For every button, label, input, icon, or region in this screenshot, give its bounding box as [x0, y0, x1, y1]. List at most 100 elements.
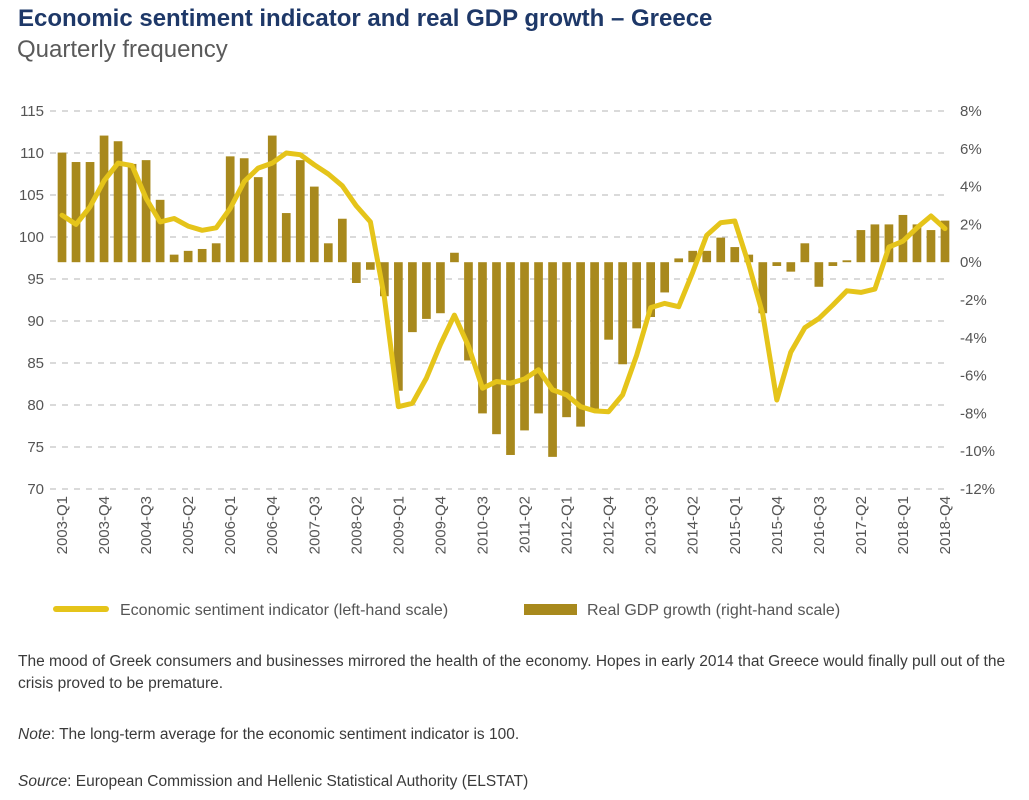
- y-right-tick-label: 0%: [960, 254, 982, 271]
- gdp-bar: [814, 262, 824, 287]
- gdp-bar: [786, 262, 796, 272]
- gdp-bar: [534, 262, 543, 414]
- gdp-bar: [197, 248, 207, 263]
- y-right-tick-label: -4%: [960, 330, 987, 347]
- sentiment-line: [59, 150, 948, 415]
- x-tick-label: 2014-Q2: [685, 496, 702, 554]
- source: Source: European Commission and Hellenic…: [18, 771, 1008, 793]
- x-tick-label: 2005-Q2: [180, 496, 197, 554]
- gdp-bar: [295, 160, 305, 263]
- gdp-bar: [730, 247, 740, 263]
- sentiment-line-group: [59, 150, 948, 415]
- right-axis: 8% 6% 4% 2% 0% -2% -4% -6% -8% -10% -12%: [960, 103, 995, 498]
- gdp-bar: [520, 262, 529, 431]
- y-right-tick-label: -12%: [960, 481, 995, 498]
- x-tick-label: 2007-Q3: [306, 496, 323, 554]
- gdp-bar: [940, 220, 950, 263]
- y-left-tick-label: 105: [19, 187, 44, 204]
- y-left-tick-label: 95: [27, 271, 44, 288]
- gdp-bar: [674, 258, 684, 263]
- gdp-bar: [155, 199, 165, 263]
- x-tick-label: 2011-Q2: [517, 496, 534, 553]
- gdp-bar: [57, 152, 67, 263]
- x-tick-label: 2006-Q1: [222, 496, 239, 554]
- gdp-bar: [239, 158, 249, 263]
- legend-bar-label: Real GDP growth (right-hand scale): [587, 602, 840, 619]
- y-right-tick-label: -6%: [960, 368, 987, 385]
- gdp-bar: [716, 237, 726, 263]
- gdp-bar: [478, 262, 487, 414]
- gdp-bar: [253, 177, 263, 263]
- gdp-bar: [141, 160, 151, 263]
- note: Note: The long-term average for the econ…: [18, 724, 1008, 746]
- y-left-tick-label: 115: [20, 103, 44, 120]
- x-tick-label: 2018-Q1: [895, 496, 912, 554]
- x-tick-label: 2017-Q2: [853, 496, 870, 554]
- x-tick-label: 2004-Q3: [138, 496, 155, 554]
- gdp-bar: [85, 162, 95, 263]
- x-tick-label: 2003-Q4: [96, 496, 113, 554]
- chart-title: Economic sentiment indicator and real GD…: [18, 5, 713, 32]
- y-left-tick-label: 100: [19, 229, 44, 246]
- legend-line-label: Economic sentiment indicator (left-hand …: [120, 602, 448, 619]
- gdp-bar: [870, 224, 880, 263]
- legend: Economic sentiment indicator (left-hand …: [53, 602, 840, 619]
- gdp-bar: [590, 262, 599, 412]
- gdp-bar: [422, 262, 431, 319]
- x-tick-label: 2003-Q1: [54, 496, 71, 554]
- gdp-bar: [800, 243, 810, 263]
- gdp-bar: [309, 186, 319, 263]
- x-tick-label: 2015-Q4: [769, 496, 786, 554]
- caption-text: The mood of Greek consumers and business…: [18, 653, 1006, 692]
- x-tick-label: 2012-Q1: [559, 496, 576, 554]
- gdp-bar: [548, 262, 557, 457]
- gdp-bars: [57, 135, 950, 457]
- gdp-bar: [394, 262, 403, 391]
- note-text: : The long-term average for the economic…: [50, 726, 520, 743]
- gdp-bar: [281, 213, 291, 263]
- gdp-bar: [660, 262, 670, 293]
- gdp-bar: [450, 252, 459, 263]
- gdp-bar: [646, 262, 656, 318]
- x-tick-label: 2018-Q4: [937, 496, 954, 554]
- gdp-bar: [71, 162, 81, 263]
- legend-bar-swatch: [524, 604, 577, 615]
- gdp-bar: [183, 250, 193, 263]
- gdp-bar: [380, 262, 389, 297]
- x-tick-label: 2013-Q3: [643, 496, 660, 554]
- gdp-bar: [337, 218, 347, 263]
- y-right-tick-label: 6%: [960, 141, 982, 158]
- y-right-tick-label: 4%: [960, 179, 982, 196]
- gdp-bar: [127, 163, 137, 263]
- note-label: Note: [18, 726, 51, 743]
- x-tick-label: 2006-Q4: [264, 496, 281, 554]
- gdp-bar: [772, 262, 782, 266]
- y-left-tick-label: 90: [27, 313, 44, 330]
- gdp-bar: [113, 141, 123, 263]
- gdp-bar: [408, 262, 417, 333]
- x-tick-label: 2009-Q1: [390, 496, 407, 554]
- y-right-tick-label: -8%: [960, 405, 987, 422]
- gdp-bar: [351, 262, 361, 283]
- y-left-tick-label: 85: [27, 355, 44, 372]
- y-right-tick-label: -2%: [960, 292, 987, 309]
- gdp-bar: [323, 243, 333, 263]
- y-right-tick-label: 2%: [960, 216, 982, 233]
- y-left-tick-label: 110: [20, 145, 44, 162]
- source-label: Source: [18, 773, 68, 790]
- gdp-bar: [267, 135, 277, 263]
- chart-area: 115 110 105 100 95 90 85 80 75 70 8% 6% 4% 2% 0% -2% -4…: [19, 103, 995, 619]
- y-left-tick-label: 70: [27, 481, 44, 498]
- gdp-bar: [884, 224, 894, 263]
- x-tick-label: 2010-Q3: [474, 496, 491, 554]
- y-right-tick-label: 8%: [960, 103, 982, 120]
- x-tick-label: 2012-Q4: [601, 496, 618, 554]
- gdp-bar: [506, 262, 515, 455]
- gdp-bar: [169, 254, 179, 263]
- gdp-bar: [604, 262, 613, 340]
- y-left-tick-label: 80: [27, 397, 44, 414]
- gdp-bar: [856, 230, 866, 263]
- gdp-bar: [926, 230, 936, 263]
- gdp-bar: [912, 224, 922, 263]
- x-tick-label: 2008-Q2: [348, 496, 365, 554]
